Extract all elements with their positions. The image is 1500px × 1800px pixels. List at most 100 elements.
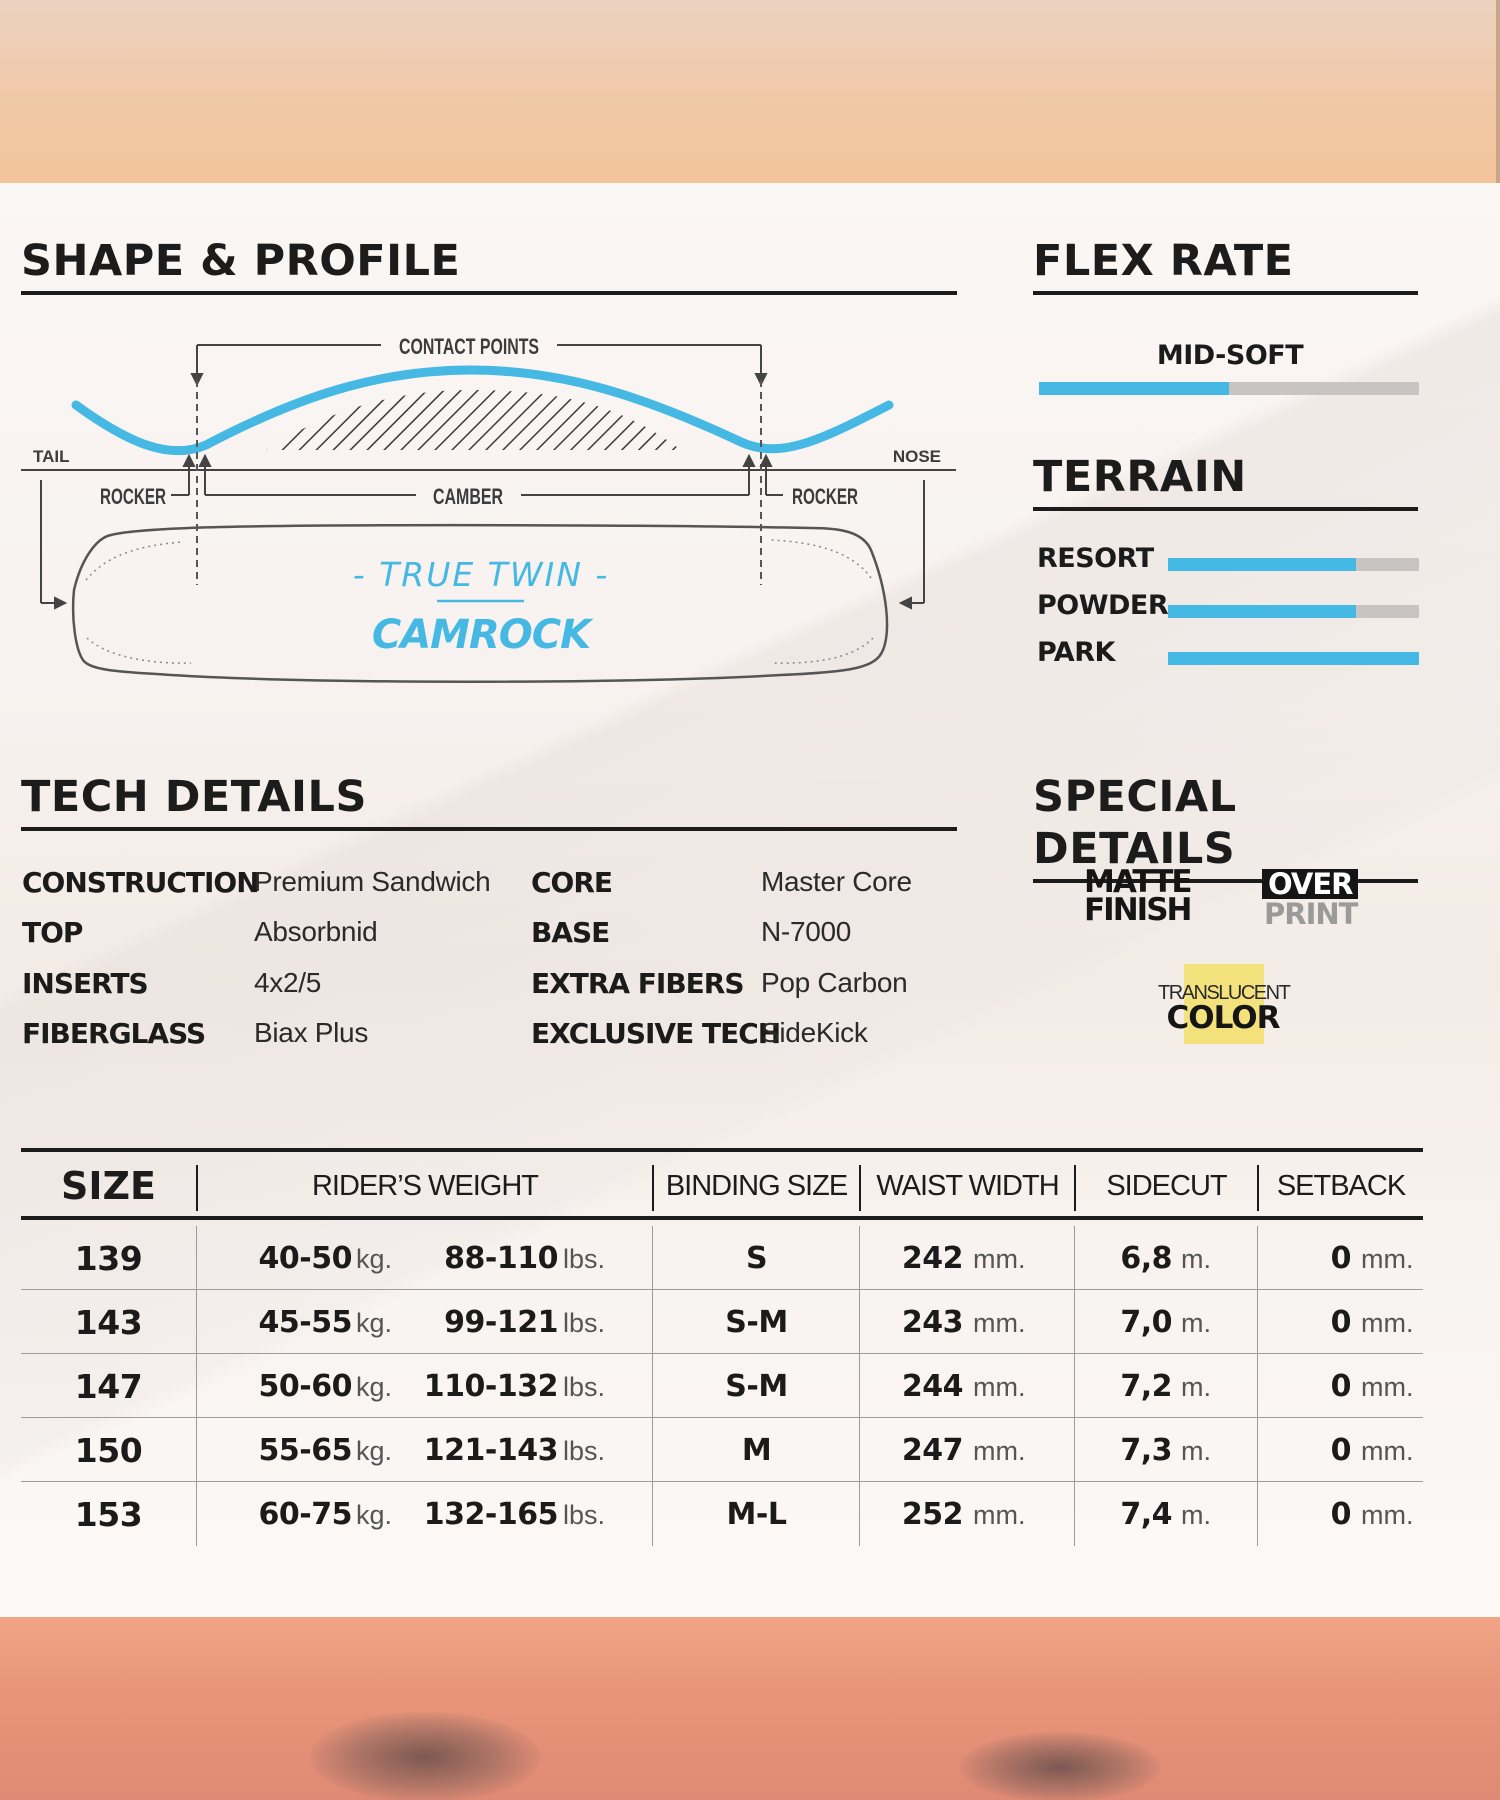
lbs-unit: lbs. [563, 1372, 606, 1402]
header-divider [859, 1165, 861, 1211]
header-divider [196, 1165, 198, 1211]
binding-size-value: S [745, 1241, 768, 1276]
weight-lbs-value: 132-165 [423, 1497, 559, 1532]
column-divider [1074, 1418, 1075, 1482]
tech-value: Absorbnid [254, 916, 378, 947]
column-divider [1074, 1354, 1075, 1418]
waist-width-value: 243 [901, 1305, 964, 1340]
column-divider [1257, 1226, 1258, 1290]
mm-unit: mm. [973, 1436, 1026, 1466]
weight-kg-value: 55-65 [258, 1433, 353, 1468]
size-value: 153 [74, 1495, 143, 1534]
mm-unit: mm. [973, 1500, 1026, 1530]
header-sidecut: SIDECUT [1106, 1170, 1227, 1202]
tech-value: Pop Carbon [761, 967, 908, 998]
lbs-unit: lbs. [563, 1436, 606, 1466]
tech-value: Master Core [761, 866, 912, 897]
column-divider [652, 1482, 653, 1546]
terrain-bar-resort [1168, 558, 1419, 571]
tech-key: CONSTRUCTION [22, 866, 260, 899]
rocker-right-label: ROCKER [792, 484, 858, 509]
terrain-label-powder: POWDER [1037, 590, 1169, 621]
waist-width-value: 242 [901, 1241, 964, 1276]
column-divider [859, 1226, 860, 1290]
board-outline [71, 523, 889, 683]
column-divider [1257, 1418, 1258, 1482]
over-label: OVER [1262, 869, 1359, 899]
contact-dash-lines [196, 380, 762, 585]
table-row: 143 45-55 kg. 99-121 lbs. S-M 243 mm. 7,0 m. 0 mm. [21, 1290, 1423, 1354]
rocker-left-label: ROCKER [100, 484, 166, 509]
column-divider [859, 1290, 860, 1354]
column-divider [652, 1290, 653, 1354]
board-edge-dots-right-bottom [770, 637, 874, 664]
setback-value: 0 [1330, 1433, 1352, 1468]
waist-width-value: 252 [901, 1497, 964, 1532]
sidecut-value: 7,3 [1120, 1433, 1172, 1468]
table-row: 139 40-50 kg. 88-110 lbs. S 242 mm. 6,8 m. 0 mm. [21, 1226, 1423, 1290]
size-value: 150 [74, 1431, 143, 1470]
table-row: 150 55-65 kg. 121-143 lbs. M 247 mm. 7,3 m. 0 mm. [21, 1418, 1423, 1482]
size-value: 139 [74, 1239, 143, 1278]
mm-unit: mm. [1361, 1500, 1414, 1530]
header-setback: SETBACK [1276, 1170, 1406, 1202]
board-edge-dots-left-bottom [86, 637, 192, 664]
matte-finish-badge: MATTE FINISH [1084, 864, 1204, 926]
sidecut-value: 6,8 [1120, 1241, 1172, 1276]
binding-size-value: M [741, 1433, 772, 1468]
kg-unit: kg. [356, 1372, 393, 1402]
setback-value: 0 [1330, 1497, 1352, 1532]
weight-kg-value: 40-50 [258, 1241, 353, 1276]
kg-unit: kg. [356, 1500, 393, 1530]
terrain-fill-powder [1168, 605, 1357, 618]
flex-rate-bar [1039, 382, 1419, 395]
profile-diagram: CONTACT POINTS TAIL NOSE ROCKER CAMBER [21, 334, 956, 683]
m-unit: m. [1181, 1308, 1211, 1338]
translucent-color-badge: TRANSLUCENT COLOR [1158, 964, 1291, 1044]
setback-value: 0 [1330, 1241, 1352, 1276]
binding-size-value: S-M [725, 1369, 788, 1404]
header-photo-band [0, 0, 1500, 183]
lbs-unit: lbs. [563, 1244, 606, 1274]
terrain-bar-powder [1168, 605, 1419, 618]
size-value: 143 [74, 1303, 143, 1342]
terrain-bar-park [1168, 652, 1419, 665]
flex-rate-title: FLEX RATE [1033, 235, 1418, 295]
waist-width-value: 244 [901, 1369, 964, 1404]
weight-lbs-value: 110-132 [423, 1369, 559, 1404]
column-divider [196, 1482, 197, 1546]
column-divider [652, 1354, 653, 1418]
tech-value: SideKick [761, 1017, 868, 1048]
binding-size-value: S-M [725, 1305, 788, 1340]
color-label: COLOR [1166, 1000, 1281, 1036]
footer-photo-band [0, 1617, 1500, 1800]
mm-unit: mm. [1361, 1244, 1414, 1274]
mm-unit: mm. [1361, 1436, 1414, 1466]
column-divider [1257, 1354, 1258, 1418]
lbs-unit: lbs. [563, 1308, 606, 1338]
header-divider [1074, 1165, 1076, 1211]
tech-key: INSERTS [22, 967, 149, 1000]
header-riders-weight: RIDER’S WEIGHT [311, 1170, 539, 1202]
column-divider [859, 1482, 860, 1546]
size-value: 147 [74, 1367, 143, 1406]
tech-key: EXCLUSIVE TECH [531, 1017, 781, 1050]
contact-points-bracket [190, 344, 768, 387]
special-details-title: SPECIAL DETAILS [1033, 771, 1418, 883]
header-binding-size: BINDING SIZE [665, 1170, 848, 1202]
weight-kg-value: 50-60 [258, 1369, 353, 1404]
mm-unit: mm. [973, 1372, 1026, 1402]
header-waist-width: WAIST WIDTH [876, 1170, 1059, 1202]
matte-label: MATTE [1084, 864, 1193, 900]
column-divider [859, 1418, 860, 1482]
column-divider [859, 1354, 860, 1418]
color-swatch [1184, 964, 1264, 1044]
binding-size-value: M-L [726, 1497, 787, 1532]
tech-key: CORE [531, 866, 613, 899]
board-edge-dots-right [770, 539, 872, 579]
size-table: SIZE RIDER’S WEIGHT BINDING SIZE WAIST W… [21, 1148, 1423, 1546]
table-row: 147 50-60 kg. 110-132 lbs. S-M 244 mm. 7,2 m. 0 mm. [21, 1354, 1423, 1418]
size-table-header: SIZE RIDER’S WEIGHT BINDING SIZE WAIST W… [21, 1152, 1423, 1220]
tech-key: EXTRA FIBERS [531, 967, 745, 1000]
camrock-profile-curve [71, 365, 894, 456]
